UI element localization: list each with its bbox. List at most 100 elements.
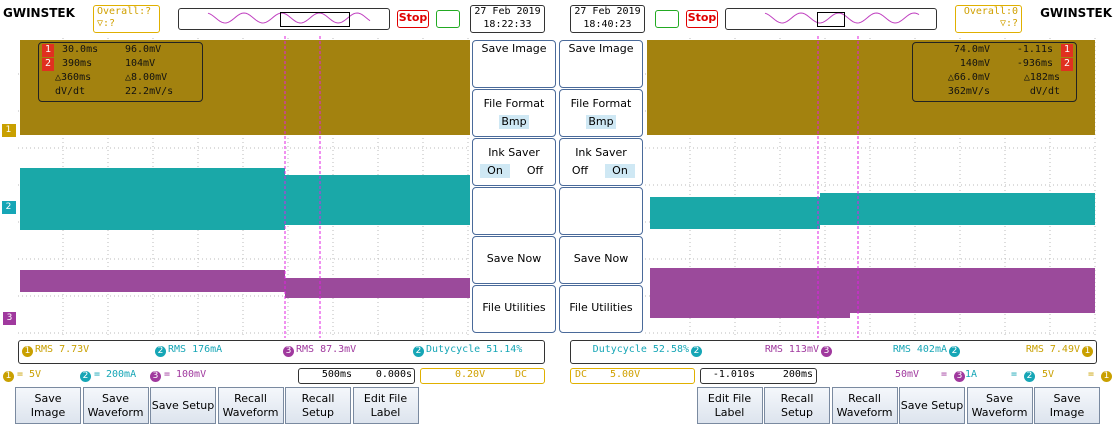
scale-eq: = <box>941 369 951 382</box>
measurement: RMS 7.49V <box>965 344 1080 358</box>
menu-title: Save Now <box>559 252 643 266</box>
cursor-value: △8.00mV <box>125 72 195 85</box>
cursor-value: △66.0mV <box>920 72 990 85</box>
trigger-level: 0.20V <box>455 369 505 382</box>
cursor-value: 30.0ms <box>62 44 122 57</box>
time: 18:22:33 <box>470 19 545 32</box>
waveform <box>820 193 1095 225</box>
date: 27 Feb 2019 <box>570 6 645 19</box>
measurement: RMS 176mA <box>168 344 283 358</box>
measure-chip: 3 <box>821 346 832 357</box>
waveform <box>20 168 285 230</box>
cursor-value: △182ms <box>990 72 1060 85</box>
cursor-id: 1 <box>42 44 54 57</box>
measure-chip: 3 <box>283 346 294 357</box>
menu-title: Save Now <box>472 252 556 266</box>
waveform <box>650 197 820 229</box>
stop-button[interactable]: Stop <box>686 10 718 28</box>
timebase: 200ms <box>763 369 813 382</box>
measure-chip: 2 <box>949 346 960 357</box>
menu-option: On <box>605 164 635 178</box>
cursor-value: 74.0mV <box>920 44 990 57</box>
channel-marker: 3 <box>3 312 16 325</box>
menu-title: File Utilities <box>472 301 556 315</box>
soft-key[interactable]: Save Image <box>15 387 81 424</box>
cursor-value: 104mV <box>125 58 195 71</box>
cursor-value: -936ms <box>993 58 1053 71</box>
scale-eq: = <box>1011 369 1021 382</box>
soft-key[interactable]: Recall Waveform <box>832 387 898 424</box>
soft-key[interactable]: Save Setup <box>899 387 965 424</box>
measure-chip: 2 <box>413 346 424 357</box>
soft-key[interactable]: Edit File Label <box>353 387 419 424</box>
trigger-icon <box>655 10 679 28</box>
cursor-value: -1.11s <box>993 44 1053 57</box>
stop-button[interactable]: Stop <box>397 10 429 28</box>
scale-chip: 3 <box>150 371 161 382</box>
overview-window <box>280 12 350 27</box>
scale: 200mA <box>106 369 150 382</box>
scale: 50mV <box>895 369 939 382</box>
scale: 5V <box>29 369 73 382</box>
soft-key[interactable]: Save Waveform <box>83 387 149 424</box>
menu-option: Bmp <box>499 115 529 129</box>
brand: GWINSTEK <box>3 6 83 24</box>
trigger-status: ▽:? <box>97 18 157 30</box>
menu-title: File Format <box>472 97 556 111</box>
scale-eq: = <box>17 369 27 382</box>
soft-key[interactable]: Save Waveform <box>967 387 1033 424</box>
overview-window <box>817 12 845 27</box>
scale-eq: = <box>164 369 174 382</box>
trigger-status: Overall:? <box>97 6 157 18</box>
channel-marker: 1 <box>2 124 15 137</box>
scope-screenshot: GWINSTEK Overall:?▽:? Stop 27 Feb 2019 18:22… <box>0 0 1115 425</box>
measurement: RMS 87.3mV <box>296 344 411 358</box>
cursor-value: 96.0mV <box>125 44 195 57</box>
measurement: RMS 113mV <box>704 344 819 358</box>
menu-title: File Format <box>559 97 643 111</box>
soft-key[interactable]: Recall Setup <box>285 387 351 424</box>
menu-item[interactable] <box>559 187 643 235</box>
menu-title: Ink Saver <box>559 146 643 160</box>
coupling: DC <box>515 369 540 382</box>
cursor-value: △360ms <box>55 72 125 85</box>
menu-option: On <box>480 164 510 178</box>
waveform <box>850 268 1095 313</box>
soft-key[interactable]: Edit File Label <box>697 387 763 424</box>
measurement: RMS 7.73V <box>35 344 150 358</box>
soft-key[interactable]: Recall Setup <box>764 387 830 424</box>
menu-option: Off <box>565 164 595 178</box>
menu-title: File Utilities <box>559 301 643 315</box>
waveform <box>285 278 470 298</box>
scale-chip: 1 <box>1101 371 1112 382</box>
scale: 1A <box>965 369 1009 382</box>
scale-chip: 1 <box>3 371 14 382</box>
soft-key[interactable]: Save Image <box>1034 387 1100 424</box>
cursor-value: dV/dt <box>55 86 125 99</box>
brand: GWINSTEK <box>1032 6 1112 24</box>
scale-chip: 3 <box>954 371 965 382</box>
position: 0.000s <box>360 369 412 382</box>
measure-chip: 1 <box>22 346 33 357</box>
cursor-id: 2 <box>42 58 54 71</box>
soft-key[interactable]: Save Setup <box>150 387 216 424</box>
menu-title: Save Image <box>559 40 643 58</box>
scale-eq: = <box>1088 369 1098 382</box>
cursor-id: 2 <box>1061 58 1073 71</box>
scale-eq: = <box>94 369 104 382</box>
menu-item[interactable] <box>472 187 556 235</box>
trigger-status: Overall:0 <box>958 6 1018 18</box>
scale-chip: 2 <box>1024 371 1035 382</box>
scale: 5V <box>1042 369 1086 382</box>
measurement: Dutycycle 52.58% <box>574 344 689 358</box>
measurement: Dutycycle 51.14% <box>426 344 541 358</box>
cursor-id: 1 <box>1061 44 1073 57</box>
cursor-value: dV/dt <box>990 86 1060 99</box>
soft-key[interactable]: Recall Waveform <box>218 387 284 424</box>
trigger-icon <box>436 10 460 28</box>
timebase: 500ms <box>302 369 352 382</box>
waveform <box>650 268 850 318</box>
measurement: RMS 402mA <box>832 344 947 358</box>
trigger-level: 5.00V <box>610 369 660 382</box>
cursor-value: 22.2mV/s <box>125 86 195 99</box>
